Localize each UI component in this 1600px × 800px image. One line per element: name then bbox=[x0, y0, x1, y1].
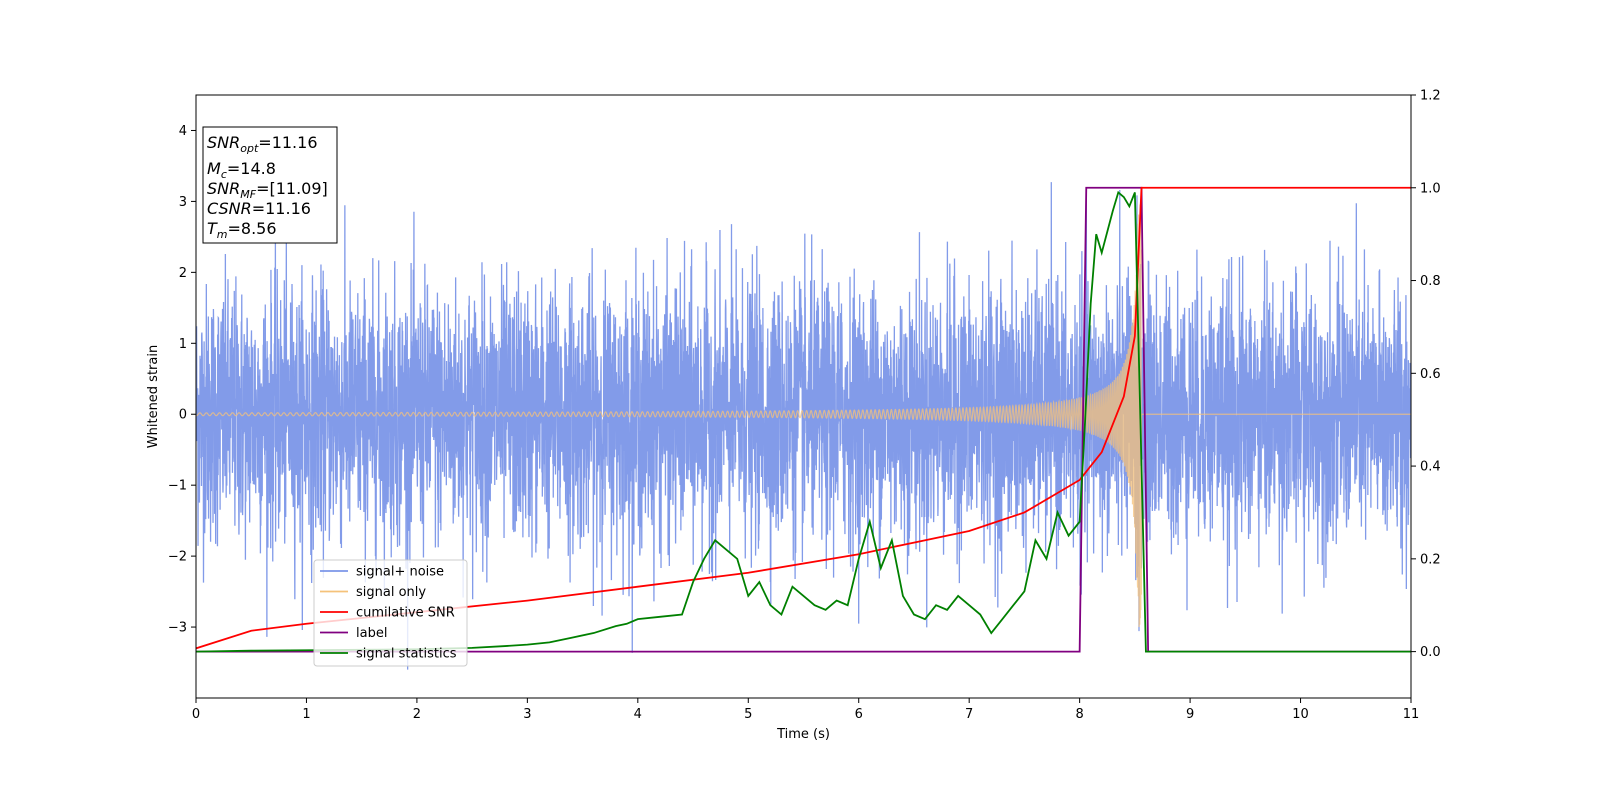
x-tick-label: 2 bbox=[413, 707, 421, 722]
y2-tick-label: 0.6 bbox=[1420, 367, 1441, 382]
annotation-box: SNRopt=11.16 Mc=14.8SNRMF=[11.09]CSNR=11.… bbox=[202, 126, 338, 244]
x-axis-label: Time (s) bbox=[776, 727, 830, 742]
y2-tick-label: 1.0 bbox=[1420, 181, 1441, 196]
axes: 0 1 2 3 4 5 6 7 8 9 10 11 −3 −2 −1 0 1 2 3 4 0.0 0.2 0.4 0.6 0.8… bbox=[146, 89, 1441, 743]
x-tick-label: 1 bbox=[302, 707, 310, 722]
x-tick-label: 5 bbox=[744, 707, 752, 722]
y2-tick-label: 0.0 bbox=[1420, 645, 1441, 660]
legend-label: cumilative SNR bbox=[356, 606, 455, 621]
legend-label: label bbox=[356, 626, 387, 641]
y-tick-label: −1 bbox=[168, 479, 187, 494]
y-tick-label: 1 bbox=[179, 337, 187, 352]
x-tick-label: 6 bbox=[855, 707, 863, 722]
y-tick-label: 3 bbox=[179, 195, 187, 210]
y-tick-label: −3 bbox=[168, 621, 187, 636]
annotation-line: CSNR=11.16 bbox=[207, 199, 311, 218]
y-tick-label: −2 bbox=[168, 550, 187, 565]
y2-tick-label: 0.4 bbox=[1420, 460, 1441, 475]
y2-tick-label: 0.8 bbox=[1420, 274, 1441, 289]
y2-tick-label: 1.2 bbox=[1420, 89, 1441, 104]
x-tick-label: 8 bbox=[1075, 707, 1083, 722]
annotation-frame bbox=[202, 126, 338, 244]
axes-frame bbox=[195, 94, 1412, 699]
x-tick-label: 11 bbox=[1403, 707, 1420, 722]
x-tick-label: 7 bbox=[965, 707, 973, 722]
legend-label: signal only bbox=[356, 585, 426, 600]
legend-box bbox=[313, 559, 468, 667]
legend-label: signal statistics bbox=[356, 647, 457, 662]
y2-tick-label: 0.2 bbox=[1420, 552, 1441, 567]
y-tick-label: 0 bbox=[179, 408, 187, 423]
annotation-line: SNRopt=11.16 bbox=[207, 133, 318, 155]
legend-label: signal+ noise bbox=[356, 565, 444, 580]
legend: signal+ noise signal only cumilative SNR la… bbox=[313, 559, 468, 667]
series-signal-noise bbox=[196, 182, 1411, 670]
x-tick-label: 9 bbox=[1186, 707, 1194, 722]
y-axis-label: Whitened strain bbox=[146, 345, 161, 448]
x-tick-label: 10 bbox=[1292, 707, 1309, 722]
annotation-line: Mc=14.8 bbox=[207, 159, 276, 181]
series-signal-only bbox=[196, 203, 1411, 627]
x-tick-label: 4 bbox=[634, 707, 642, 722]
x-tick-label: 3 bbox=[523, 707, 531, 722]
x-tick-label: 0 bbox=[192, 707, 200, 722]
y-tick-label: 2 bbox=[179, 266, 187, 281]
annotation-line: Tm=8.56 bbox=[207, 219, 277, 241]
annotation-line: SNRMF=[11.09] bbox=[207, 179, 328, 201]
y-tick-label: 4 bbox=[179, 124, 187, 139]
series-signal-statistics bbox=[196, 190, 1411, 653]
